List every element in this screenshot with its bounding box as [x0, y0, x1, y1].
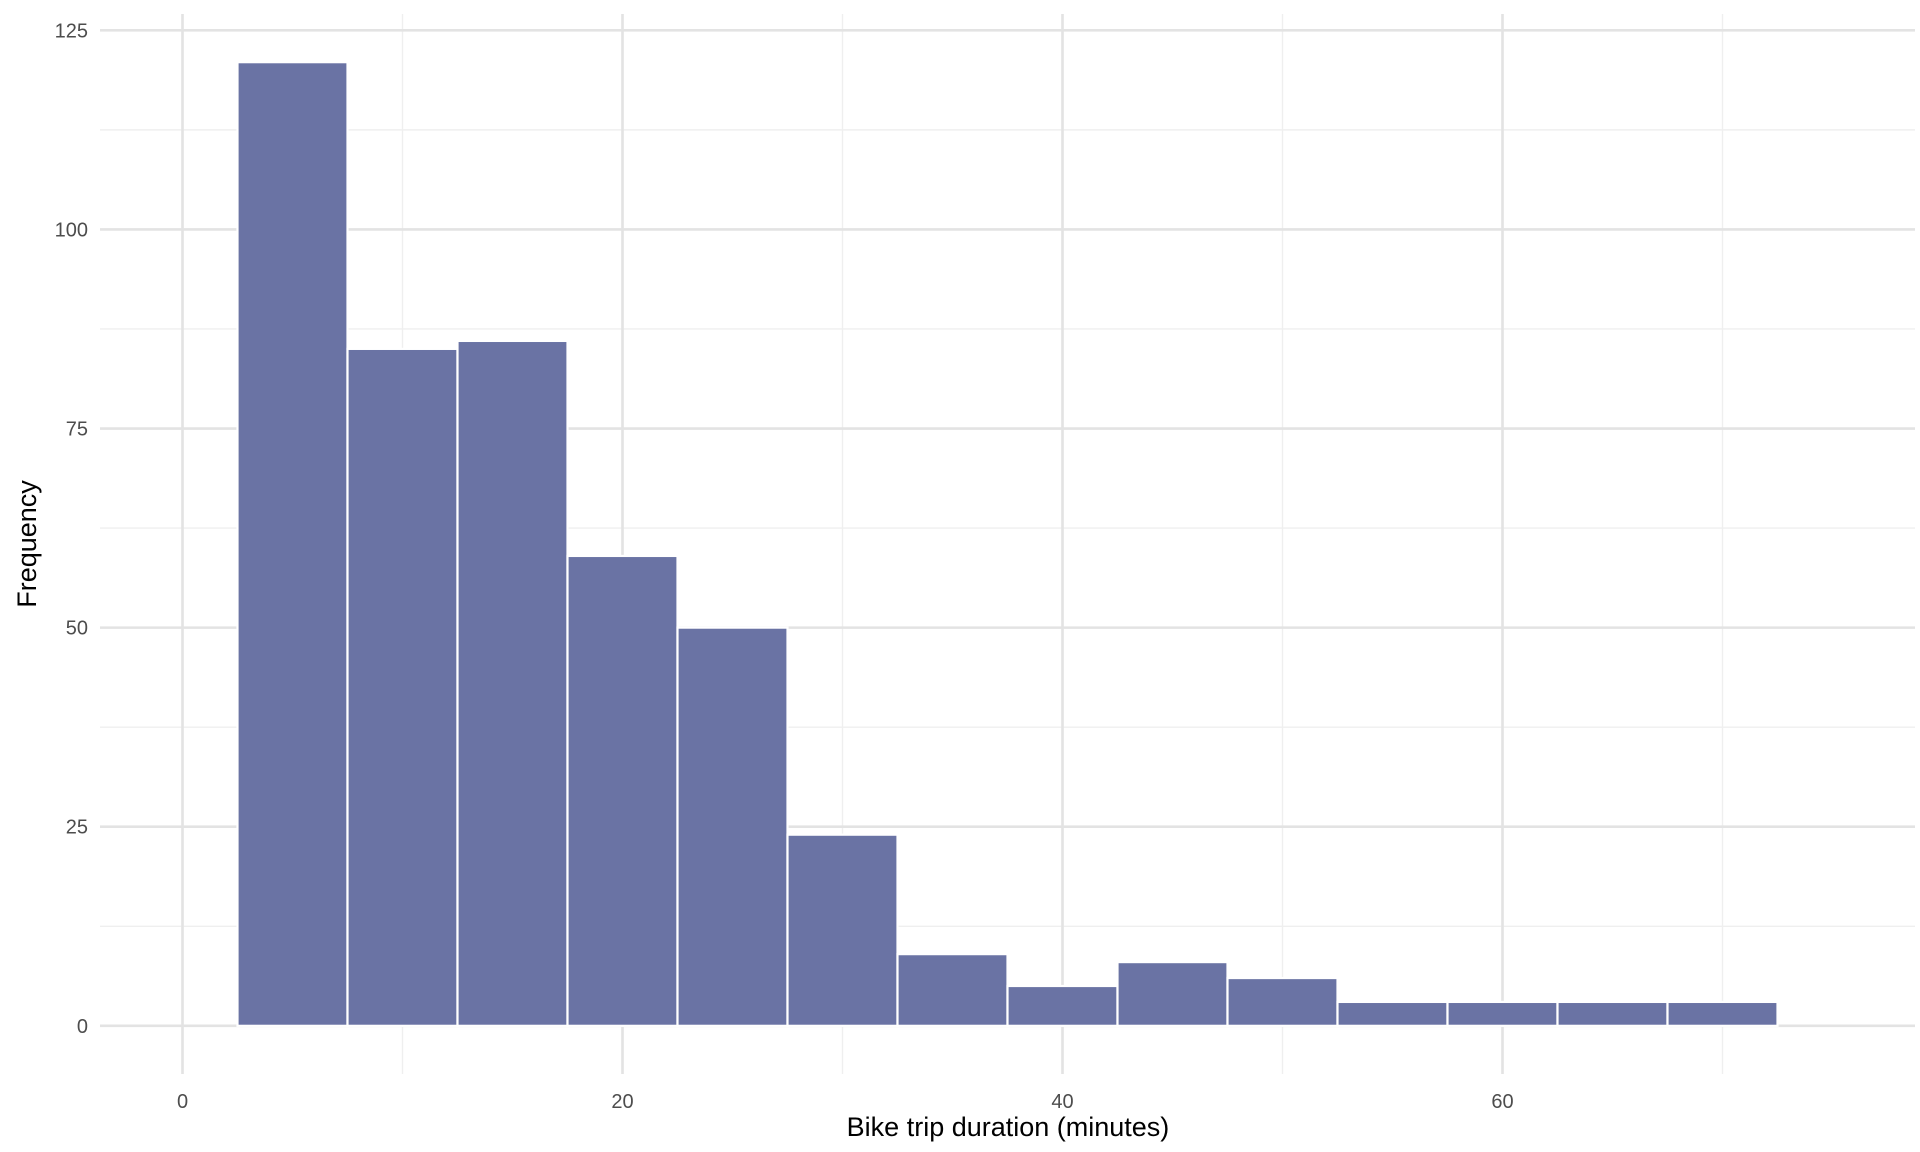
histogram-bar-12	[1446, 1000, 1559, 1027]
histogram-bar-14	[1666, 1000, 1779, 1027]
x-tick-label: 0	[177, 1091, 188, 1113]
histogram-bars	[236, 61, 1779, 1027]
histogram-bar-6	[786, 833, 899, 1027]
x-axis-tick-labels: 0 20 40 60	[177, 1091, 1514, 1113]
y-tick-label: 100	[55, 219, 88, 241]
histogram-bar-1	[236, 61, 349, 1027]
y-axis-tick-labels: 0 25 50 75 100 125	[55, 20, 88, 1037]
y-tick-label: 0	[77, 1016, 88, 1038]
y-tick-label: 25	[66, 817, 88, 839]
histogram-bar-13	[1556, 1000, 1669, 1027]
histogram-bar-10	[1226, 976, 1339, 1027]
histogram-bar-5	[676, 626, 789, 1027]
y-tick-label: 125	[55, 20, 88, 42]
histogram-bar-4	[566, 554, 679, 1027]
histogram-bar-3	[456, 339, 569, 1027]
x-tick-label: 60	[1491, 1091, 1513, 1113]
histogram-bar-9	[1116, 961, 1229, 1027]
x-tick-label: 40	[1051, 1091, 1073, 1113]
x-axis-title: Bike trip duration (minutes)	[847, 1112, 1170, 1142]
y-tick-label: 50	[66, 618, 88, 640]
y-axis-title: Frequency	[12, 480, 42, 608]
histogram-bar-11	[1336, 1000, 1449, 1027]
histogram-bar-8	[1006, 984, 1119, 1027]
x-tick-label: 20	[611, 1091, 633, 1113]
y-tick-label: 75	[66, 419, 88, 441]
histogram-bar-7	[896, 953, 1009, 1027]
histogram-bar-2	[346, 347, 459, 1027]
